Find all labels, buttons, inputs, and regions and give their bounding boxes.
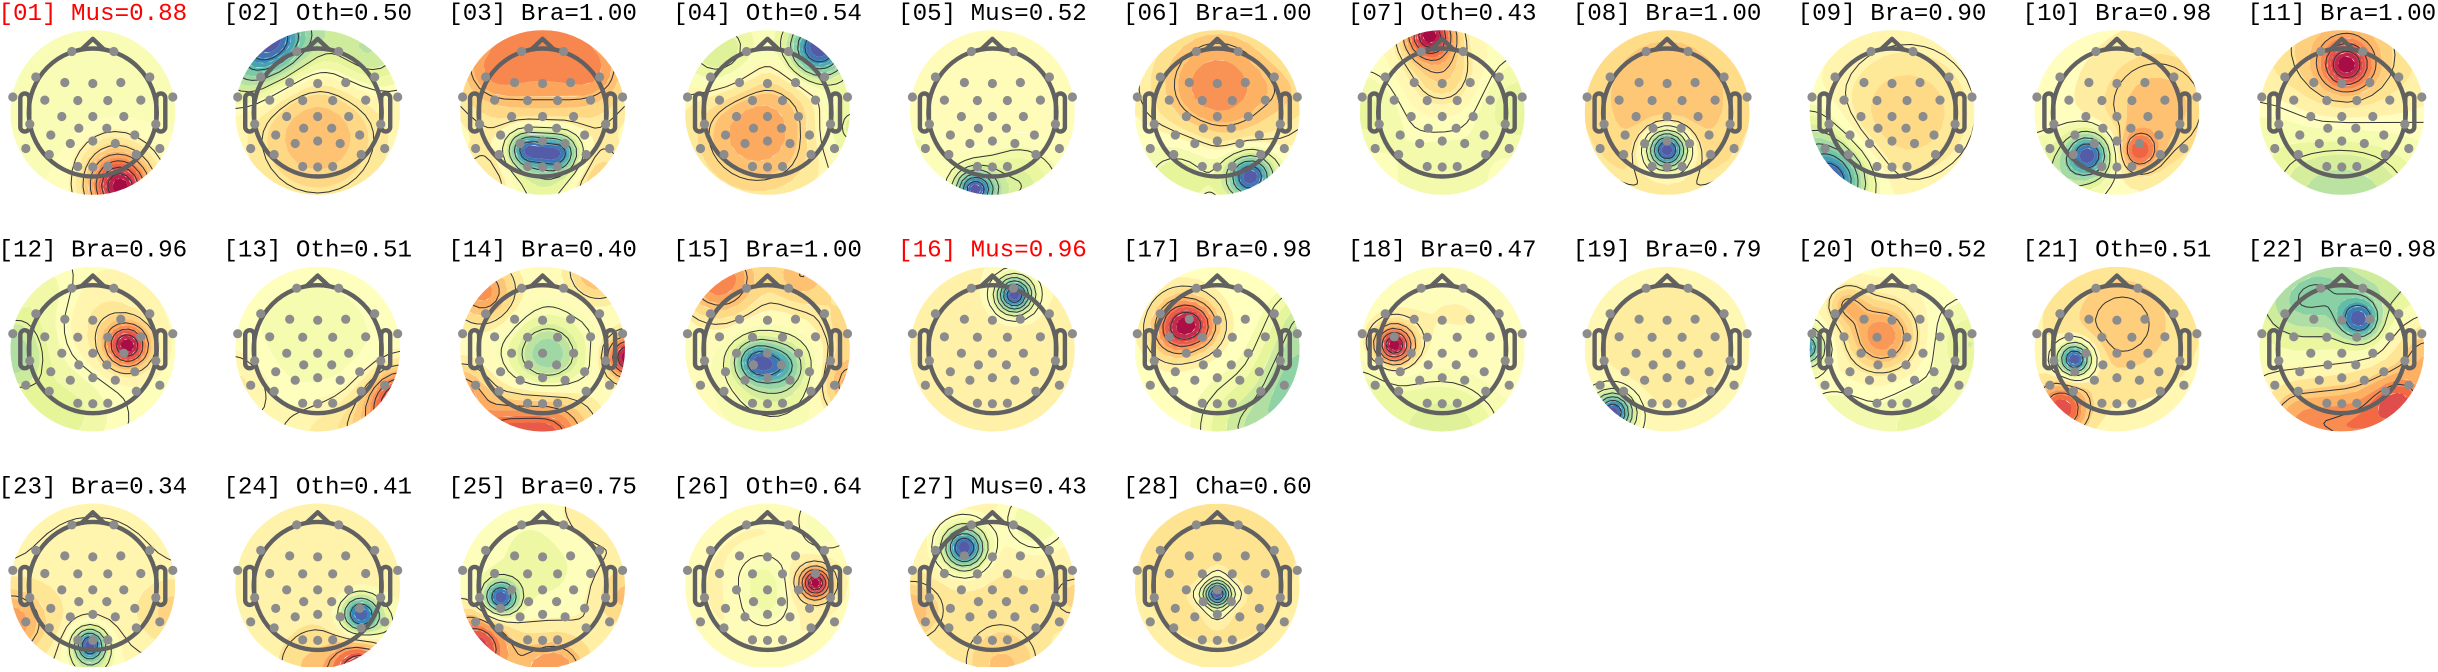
- svg-text:[19] Bra=0.79: [19] Bra=0.79: [1573, 238, 1762, 265]
- svg-text:[25] Bra=0.75: [25] Bra=0.75: [448, 474, 637, 501]
- svg-text:[23] Bra=0.34: [23] Bra=0.34: [0, 474, 187, 501]
- svg-text:[14] Bra=0.40: [14] Bra=0.40: [448, 238, 637, 265]
- svg-text:[13] Oth=0.51: [13] Oth=0.51: [223, 238, 412, 265]
- svg-text:[10] Bra=0.98: [10] Bra=0.98: [2023, 1, 2212, 28]
- svg-text:[02] Oth=0.50: [02] Oth=0.50: [223, 1, 412, 28]
- svg-text:[05] Mus=0.52: [05] Mus=0.52: [898, 1, 1087, 28]
- svg-text:[11] Bra=1.00: [11] Bra=1.00: [2247, 1, 2436, 28]
- svg-text:[08] Bra=1.00: [08] Bra=1.00: [1573, 1, 1762, 28]
- svg-text:[12] Bra=0.96: [12] Bra=0.96: [0, 238, 187, 265]
- svg-text:[09] Bra=0.90: [09] Bra=0.90: [1798, 1, 1987, 28]
- svg-text:[24] Oth=0.41: [24] Oth=0.41: [223, 474, 412, 501]
- svg-text:[04] Oth=0.54: [04] Oth=0.54: [673, 1, 862, 28]
- svg-text:[15] Bra=1.00: [15] Bra=1.00: [673, 238, 862, 265]
- svg-text:[21] Oth=0.51: [21] Oth=0.51: [2023, 238, 2212, 265]
- svg-text:[06] Bra=1.00: [06] Bra=1.00: [1123, 1, 1312, 28]
- svg-text:[07] Oth=0.43: [07] Oth=0.43: [1348, 1, 1537, 28]
- svg-text:[27] Mus=0.43: [27] Mus=0.43: [898, 474, 1087, 501]
- svg-text:[26] Oth=0.64: [26] Oth=0.64: [673, 474, 862, 501]
- svg-text:[28] Cha=0.60: [28] Cha=0.60: [1123, 474, 1312, 501]
- svg-text:[18] Bra=0.47: [18] Bra=0.47: [1348, 238, 1537, 265]
- svg-text:[20] Oth=0.52: [20] Oth=0.52: [1798, 238, 1987, 265]
- svg-text:[16] Mus=0.96: [16] Mus=0.96: [898, 238, 1087, 265]
- svg-text:[17] Bra=0.98: [17] Bra=0.98: [1123, 238, 1312, 265]
- svg-text:[01] Mus=0.88: [01] Mus=0.88: [0, 1, 187, 28]
- svg-text:[03] Bra=1.00: [03] Bra=1.00: [448, 1, 637, 28]
- svg-text:[22] Bra=0.98: [22] Bra=0.98: [2247, 238, 2436, 265]
